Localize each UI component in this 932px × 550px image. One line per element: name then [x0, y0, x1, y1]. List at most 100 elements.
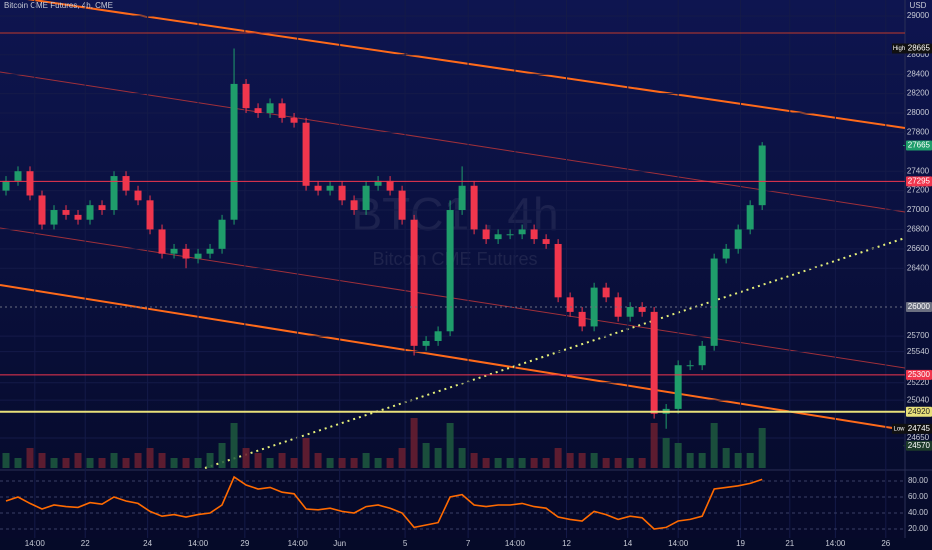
- candle-body: [458, 185, 466, 211]
- y-tick-label: 24650: [907, 433, 930, 442]
- volume-bar: [254, 453, 262, 468]
- x-tick-label: 22: [81, 539, 90, 548]
- candle-body: [26, 171, 34, 196]
- volume-bar: [398, 448, 406, 468]
- volume-bar: [206, 453, 214, 468]
- y-tick-label: 28600: [907, 50, 930, 59]
- volume-bar: [758, 428, 766, 468]
- candle-body: [734, 229, 742, 249]
- volume-bar: [422, 443, 430, 468]
- candle-body: [434, 331, 442, 341]
- badge-name: Low: [893, 426, 905, 432]
- volume-bar: [338, 458, 346, 468]
- x-tick-label: 21: [785, 539, 794, 548]
- candle-body: [506, 234, 514, 236]
- volume-bar: [326, 458, 334, 468]
- candle-body: [470, 185, 478, 230]
- volume-bar: [98, 458, 106, 468]
- candle-body: [566, 297, 574, 312]
- candle-body: [74, 214, 82, 220]
- volume-bar: [38, 453, 46, 468]
- volume-bar: [458, 448, 466, 468]
- x-tick-label: 14:00: [288, 539, 309, 548]
- candle-body: [350, 200, 358, 211]
- volume-bar: [278, 453, 286, 468]
- volume-bar: [590, 453, 598, 468]
- candle-body: [686, 365, 694, 367]
- price-badge: [906, 302, 932, 313]
- volume-bar: [566, 453, 574, 468]
- y-tick-label: 28400: [907, 69, 930, 78]
- price-badge-label: 27665: [908, 141, 931, 150]
- y-tick-label: 25700: [907, 331, 930, 340]
- x-tick-label: 14:00: [505, 539, 526, 548]
- x-tick-label: 14: [623, 539, 632, 548]
- y-tick-label: 28000: [907, 108, 930, 117]
- volume-bar: [662, 438, 670, 468]
- watermark: BTC1!, 4h: [351, 188, 558, 240]
- channel-line: [0, 71, 905, 213]
- volume-bar: [434, 448, 442, 468]
- trend-line: [27, 0, 905, 129]
- candle-body: [338, 185, 346, 201]
- volume-bar: [542, 458, 550, 468]
- volume-bar: [674, 443, 682, 468]
- candle-body: [230, 83, 238, 220]
- volume-bar: [386, 458, 394, 468]
- volume-bar: [26, 448, 34, 468]
- candle-body: [158, 229, 166, 254]
- candles: [2, 48, 766, 429]
- y-tick-label: 25040: [907, 395, 930, 404]
- rsi-tick-label: 20.00: [908, 524, 929, 533]
- x-tick-label: 19: [736, 539, 745, 548]
- candle-body: [62, 210, 70, 215]
- candle-body: [38, 195, 46, 225]
- candle-body: [410, 219, 418, 346]
- volume-bar: [218, 443, 226, 468]
- volume-bar: [266, 458, 274, 468]
- volume-bar: [314, 453, 322, 468]
- candle-body: [386, 180, 394, 191]
- price-badge: [906, 440, 932, 451]
- candle-body: [482, 229, 490, 240]
- y-tick-label: 26600: [907, 244, 930, 253]
- candle-body: [710, 258, 718, 346]
- volume-bar: [530, 458, 538, 468]
- volume-bar: [134, 453, 142, 468]
- volume-bar: [170, 458, 178, 468]
- volume-bar: [242, 448, 250, 468]
- price-badge: [906, 369, 932, 380]
- volume-bar: [614, 458, 622, 468]
- candle-body: [674, 365, 682, 409]
- candle-body: [722, 248, 730, 259]
- candle-body: [446, 210, 454, 332]
- trend-line: [0, 284, 905, 431]
- candle-body: [182, 248, 190, 259]
- volume-bar: [302, 438, 310, 468]
- volume-bar: [158, 453, 166, 468]
- volume-bar: [50, 458, 58, 468]
- volume-bar: [686, 453, 694, 468]
- candle-body: [542, 239, 550, 244]
- candle-body: [254, 108, 262, 114]
- rsi-line: [5, 475, 763, 530]
- x-tick-label: 14:00: [825, 539, 846, 548]
- candle-body: [302, 122, 310, 186]
- price-badge: [906, 140, 932, 151]
- candle-body: [758, 145, 766, 206]
- volume-bar: [182, 458, 190, 468]
- candle-body: [278, 103, 286, 118]
- candle-body: [698, 345, 706, 366]
- candle-body: [206, 248, 214, 254]
- candle-body: [98, 205, 106, 211]
- candle-body: [146, 200, 154, 230]
- y-tick-label: 25220: [907, 378, 930, 387]
- badge-name-bg: [892, 43, 906, 54]
- volume-bar: [350, 458, 358, 468]
- y-tick-label: 27800: [907, 128, 930, 137]
- volume-bar: [110, 453, 118, 468]
- volume-bar: [374, 458, 382, 468]
- rsi-tick-label: 60.00: [908, 492, 929, 501]
- candle-body: [122, 176, 130, 191]
- candle-body: [242, 83, 250, 109]
